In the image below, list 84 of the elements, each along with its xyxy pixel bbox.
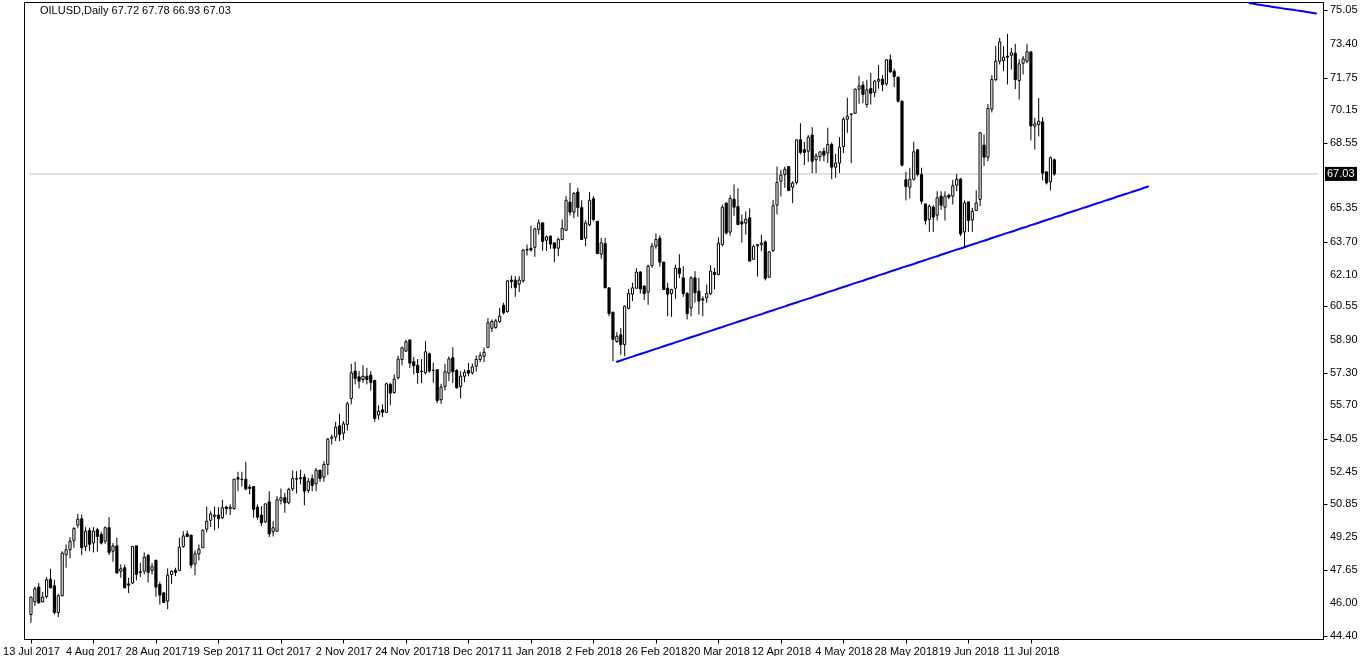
candlestick [638, 270, 642, 295]
candlestick [345, 401, 349, 432]
candlestick [673, 264, 678, 300]
chart-title: OILUSD,Daily 67.72 67.78 66.93 67.03 [40, 4, 231, 16]
candlestick [95, 527, 99, 553]
x-tick-label: 26 Feb 2018 [625, 644, 688, 657]
x-tick-label: 18 Dec 2017 [437, 644, 501, 657]
line-series [1248, 2, 1318, 15]
candlestick [244, 461, 248, 491]
candlestick [337, 413, 342, 442]
candlestick [541, 221, 545, 252]
candlestick [91, 526, 96, 553]
candlestick [1005, 33, 1010, 85]
y-tick-label: 49.25 [1330, 529, 1358, 542]
x-tick-label: 28 Aug 2017 [125, 644, 188, 657]
candlestick [826, 127, 830, 164]
candlestick [787, 166, 791, 192]
x-tick-label: 11 Oct 2017 [251, 644, 311, 657]
candlestick [283, 492, 287, 514]
candlestick [923, 203, 928, 226]
candlestick [927, 204, 931, 233]
y-tick-label: 68.55 [1330, 135, 1358, 148]
candlestick [44, 576, 49, 599]
candlestick [709, 264, 713, 296]
candlestick [87, 527, 92, 552]
candlestick [802, 141, 806, 166]
candlestick [966, 201, 970, 233]
x-tick-label: 4 May 2018 [815, 644, 873, 657]
candlestick [220, 499, 224, 520]
candlestick [216, 506, 221, 530]
x-tick-label: 24 Nov 2017 [375, 644, 438, 657]
x-tick-label: 4 Aug 2017 [66, 644, 122, 657]
y-tick-label: 50.85 [1330, 497, 1358, 510]
y-tick-label: 73.40 [1330, 36, 1358, 49]
y-tick-label: 60.55 [1330, 299, 1358, 312]
y-tick-label: 62.10 [1330, 267, 1358, 280]
y-tick-label: 57.30 [1330, 365, 1358, 378]
candlestick [943, 190, 947, 221]
candlestick [806, 134, 810, 163]
y-tick-label: 65.35 [1330, 201, 1358, 214]
candlestick [314, 467, 318, 492]
candlestick [177, 537, 181, 572]
candlestick [334, 421, 338, 442]
x-tick-label: 2 Nov 2017 [315, 644, 373, 657]
candlestick [904, 171, 908, 201]
x-tick-label: 2 Feb 2018 [566, 644, 622, 657]
ref-line-label: 67.03 [1327, 166, 1355, 179]
candlestick [591, 195, 596, 222]
line-series [615, 185, 1150, 363]
candlestick [37, 582, 41, 604]
x-tick-label: 20 Mar 2018 [688, 644, 750, 657]
candlestick [416, 358, 420, 385]
candlestick [365, 367, 369, 385]
candlestick [1001, 45, 1006, 72]
candlestick [240, 471, 244, 487]
y-tick-label: 44.40 [1330, 628, 1358, 641]
y-tick-label: 75.05 [1330, 3, 1358, 16]
candlestick [302, 473, 306, 506]
candlestick [869, 72, 873, 105]
y-tick-label: 71.75 [1330, 70, 1358, 83]
x-tick-label: 19 Jun 2018 [938, 644, 1000, 657]
y-tick-label: 55.70 [1330, 398, 1358, 411]
candlestick [361, 364, 365, 384]
x-tick-label: 13 Jul 2017 [3, 644, 60, 657]
y-tick-label: 46.00 [1330, 596, 1358, 609]
y-tick-label: 52.45 [1330, 464, 1358, 477]
y-tick-label: 63.70 [1330, 234, 1358, 247]
candlestick [830, 141, 834, 180]
candlestick [142, 551, 146, 575]
candlestick [146, 553, 150, 583]
y-tick-label: 47.65 [1330, 562, 1358, 575]
y-tick-label: 58.90 [1330, 332, 1358, 345]
y-tick-label: 70.15 [1330, 103, 1358, 116]
x-tick-label: 28 May 2018 [874, 644, 939, 657]
x-tick-label: 11 Jan 2018 [501, 644, 562, 657]
candlestick [513, 275, 517, 298]
candlestick [837, 136, 842, 174]
x-tick-label: 19 Sep 2017 [187, 644, 251, 657]
candlestick [669, 288, 674, 318]
x-tick-label: 12 Apr 2018 [751, 644, 812, 657]
candlestick [459, 370, 463, 399]
y-tick-label: 54.05 [1330, 431, 1358, 444]
x-tick-label: 11 Jul 2018 [1003, 644, 1060, 657]
candlestick [861, 80, 865, 104]
